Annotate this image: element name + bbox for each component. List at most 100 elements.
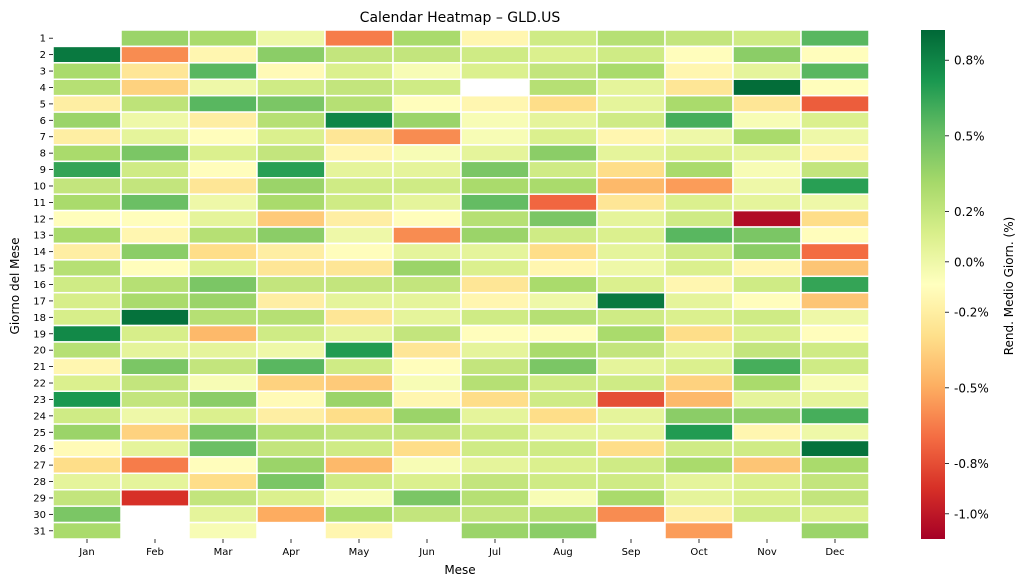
y-axis: 1234567891011121314151617181920212223242… bbox=[33, 34, 53, 537]
heatmap-cell bbox=[528, 111, 598, 130]
heatmap-cell bbox=[256, 78, 326, 97]
colorbar-gradient bbox=[921, 30, 945, 539]
heatmap-cell bbox=[256, 177, 326, 195]
y-axis-label: Giorno del Mese bbox=[8, 238, 22, 335]
x-tick-label: Feb bbox=[146, 547, 164, 558]
heatmap-cell bbox=[800, 488, 870, 507]
heatmap-cell bbox=[52, 144, 122, 163]
heatmap-cell bbox=[256, 111, 326, 130]
heatmap-cell bbox=[256, 324, 326, 343]
x-tick-label: Sep bbox=[622, 547, 641, 558]
heatmap-cell bbox=[460, 127, 530, 146]
heatmap-cell bbox=[392, 472, 462, 491]
heatmap-cell bbox=[732, 144, 802, 163]
heatmap-cell bbox=[800, 259, 870, 278]
heatmap-cell bbox=[256, 505, 326, 524]
heatmap-cell bbox=[460, 521, 530, 540]
heatmap-cell bbox=[800, 439, 870, 458]
heatmap-cell bbox=[528, 29, 598, 48]
heatmap-cell bbox=[732, 94, 802, 113]
heatmap-cell bbox=[392, 308, 462, 327]
x-tick-label: Jan bbox=[78, 547, 94, 558]
heatmap-cell bbox=[120, 439, 190, 458]
heatmap-cell bbox=[664, 390, 734, 409]
heatmap-cell bbox=[732, 160, 802, 179]
heatmap-cell bbox=[732, 62, 802, 81]
heatmap-cell bbox=[188, 226, 258, 245]
heatmap-cell bbox=[120, 193, 190, 212]
heatmap-cell bbox=[596, 144, 666, 163]
heatmap-cell bbox=[596, 374, 666, 392]
heatmap-cell bbox=[52, 111, 122, 130]
heatmap-cell bbox=[664, 177, 734, 195]
heatmap-cell bbox=[732, 324, 802, 343]
heatmap-cell bbox=[460, 111, 530, 130]
heatmap-cell bbox=[52, 94, 122, 113]
heatmap-cell bbox=[528, 439, 598, 458]
heatmap-cell bbox=[392, 193, 462, 212]
y-tick-label: 30 bbox=[33, 510, 46, 521]
heatmap-cell bbox=[596, 341, 666, 360]
y-tick-label: 26 bbox=[33, 444, 46, 455]
x-tick-label: Oct bbox=[690, 547, 707, 558]
heatmap-cell bbox=[324, 324, 394, 343]
heatmap-cell bbox=[120, 341, 190, 360]
heatmap-cell bbox=[596, 111, 666, 130]
y-tick-label: 13 bbox=[33, 231, 46, 242]
heatmap-cell bbox=[188, 62, 258, 81]
y-tick-label: 27 bbox=[33, 461, 46, 472]
heatmap-cell bbox=[528, 472, 598, 491]
heatmap-cell bbox=[596, 209, 666, 228]
heatmap-cell bbox=[460, 144, 530, 163]
heatmap-cell bbox=[324, 374, 394, 392]
heatmap-cell bbox=[800, 193, 870, 212]
x-tick-label: Jun bbox=[418, 547, 435, 558]
heatmap-cell bbox=[392, 78, 462, 97]
heatmap-cell bbox=[120, 406, 190, 425]
heatmap-cells bbox=[52, 29, 870, 540]
heatmap-cell bbox=[460, 406, 530, 425]
heatmap-cell bbox=[52, 357, 122, 376]
y-tick-label: 17 bbox=[33, 296, 46, 307]
heatmap-cell bbox=[528, 94, 598, 113]
heatmap-cell bbox=[664, 242, 734, 261]
heatmap-cell bbox=[460, 439, 530, 458]
heatmap-cell bbox=[256, 160, 326, 179]
heatmap-cell bbox=[664, 144, 734, 163]
heatmap-cell bbox=[596, 177, 666, 195]
heatmap-cell bbox=[732, 439, 802, 458]
heatmap-cell bbox=[256, 456, 326, 475]
heatmap-cell bbox=[664, 259, 734, 278]
colorbar-tick-label: 0.5% bbox=[954, 129, 985, 143]
heatmap-cell bbox=[52, 45, 122, 64]
heatmap-cell bbox=[664, 439, 734, 458]
heatmap-cell bbox=[324, 505, 394, 524]
y-tick-label: 24 bbox=[33, 411, 46, 422]
heatmap-cell bbox=[324, 291, 394, 310]
heatmap-cell bbox=[460, 275, 530, 294]
colorbar-tick-label: -1.0% bbox=[954, 507, 989, 521]
heatmap-cell bbox=[664, 324, 734, 343]
heatmap-cell bbox=[392, 160, 462, 179]
heatmap-cell bbox=[188, 78, 258, 97]
heatmap-cell bbox=[664, 111, 734, 130]
heatmap-cell bbox=[528, 144, 598, 163]
y-tick-label: 31 bbox=[33, 526, 46, 537]
y-tick-label: 6 bbox=[40, 116, 46, 127]
heatmap-cell bbox=[460, 226, 530, 245]
x-tick-label: Nov bbox=[757, 547, 777, 558]
heatmap-cell bbox=[732, 275, 802, 294]
heatmap-cell bbox=[120, 78, 190, 97]
heatmap-cell bbox=[664, 456, 734, 475]
heatmap-cell bbox=[800, 374, 870, 392]
heatmap-cell bbox=[392, 324, 462, 343]
heatmap-cell bbox=[256, 193, 326, 212]
x-tick-label: Apr bbox=[282, 547, 300, 558]
heatmap-cell bbox=[52, 62, 122, 81]
heatmap-cell bbox=[732, 242, 802, 261]
heatmap-cell bbox=[392, 127, 462, 146]
heatmap-cell bbox=[324, 308, 394, 327]
heatmap-cell bbox=[800, 472, 870, 491]
heatmap-cell bbox=[120, 275, 190, 294]
heatmap-cell bbox=[528, 324, 598, 343]
